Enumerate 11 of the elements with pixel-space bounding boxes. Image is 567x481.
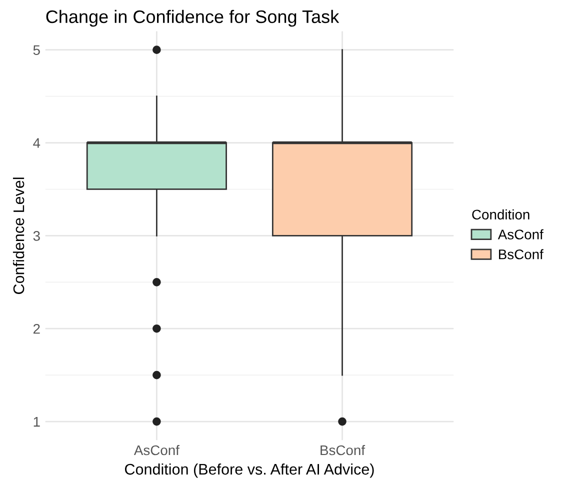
y-axis-title: Confidence Level — [12, 178, 24, 294]
y-tick-label: 1 — [34, 417, 40, 427]
x-axis-title: Condition (Before vs. After AI Advice) — [125, 463, 374, 478]
legend-label: BsConf — [499, 249, 544, 260]
legend-label: AsConf — [498, 229, 544, 240]
y-tick-label: 5 — [33, 45, 40, 56]
y-tick-label: 3 — [33, 231, 40, 241]
legend-title: Condition — [472, 209, 530, 220]
y-tick-label: 4 — [33, 138, 40, 148]
y-tick-label: 2 — [33, 324, 40, 334]
chart-title: Change in Confidence for Song Task — [46, 10, 340, 27]
